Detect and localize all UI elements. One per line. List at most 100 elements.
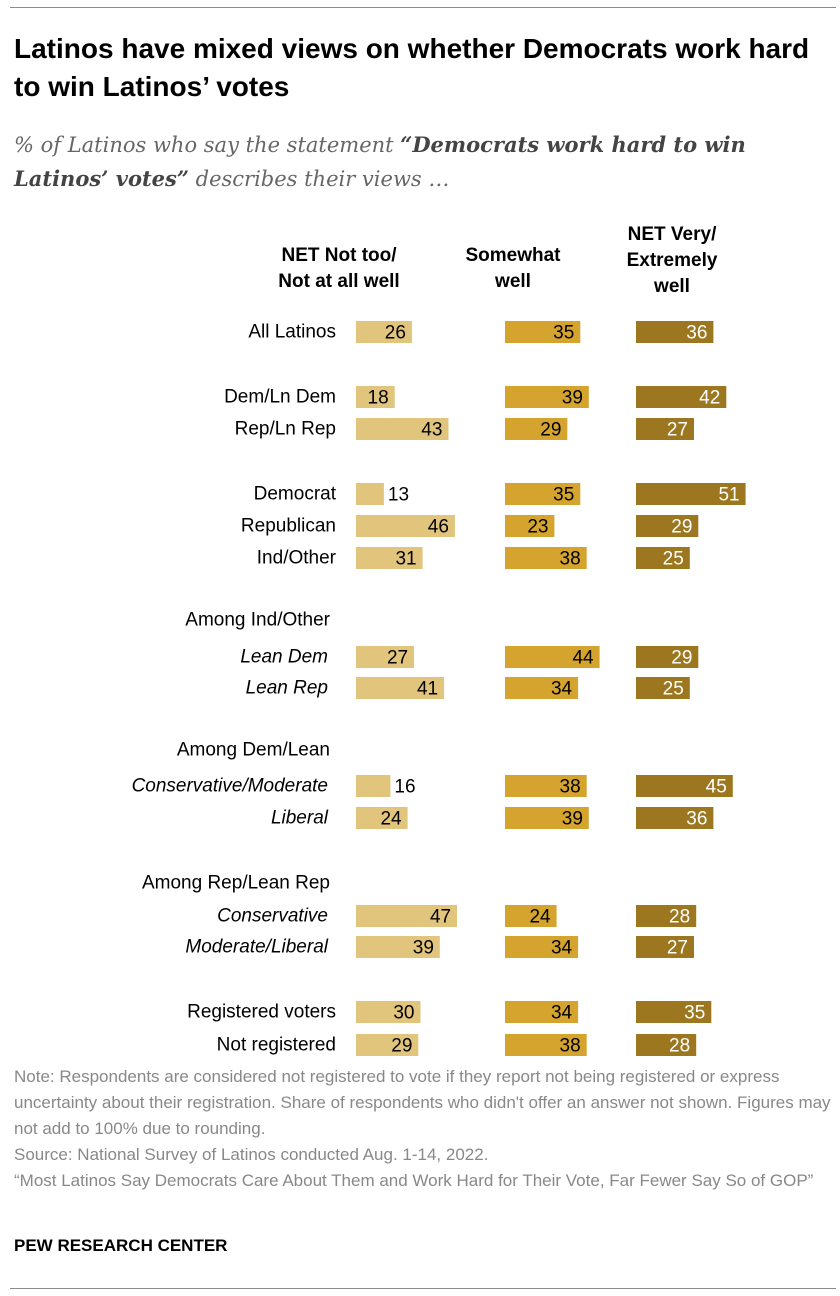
column-header: Not at all well	[278, 271, 399, 292]
subtitle-statement: “Democrats work hard to win Latinos’ vot…	[14, 132, 746, 191]
bar	[505, 547, 587, 569]
bar	[356, 321, 412, 343]
bar	[356, 418, 449, 440]
bar-value-label: 29	[671, 648, 692, 669]
group-header: Among Dem/Lean	[177, 740, 330, 761]
column-header: Somewhat	[465, 245, 561, 266]
bar-value-label: 29	[671, 517, 692, 538]
bar-value-label: 47	[430, 907, 451, 928]
chart-subtitle: % of Latinos who say the statement “Demo…	[14, 128, 814, 196]
bar-value-label: 16	[394, 777, 415, 798]
source-text: Source: National Survey of Latinos condu…	[14, 1145, 489, 1164]
bar-chart: NET Not too/Not at all well Somewhat well N…	[132, 224, 746, 1057]
bar	[636, 677, 690, 699]
bar-value-label: 26	[385, 323, 406, 344]
bar-value-label: 36	[686, 323, 707, 344]
row-label: Ind/Other	[257, 548, 337, 569]
bar	[636, 418, 694, 440]
bar-value-label: 35	[684, 1003, 705, 1024]
bar-value-label: 46	[428, 517, 449, 538]
bar-value-label: 35	[553, 323, 574, 344]
footnotes: Note: Respondents are considered not reg…	[14, 1064, 834, 1194]
bar-value-label: 30	[393, 1003, 414, 1024]
column-header: Extremely	[627, 250, 718, 271]
bar-value-label: 41	[417, 679, 438, 700]
bar	[636, 515, 699, 537]
bar	[636, 547, 690, 569]
bar-value-label: 27	[667, 420, 688, 441]
bar-value-label: 35	[553, 485, 574, 506]
row-label: Dem/Ln Dem	[224, 387, 336, 408]
row-label: All Latinos	[248, 322, 336, 343]
bar	[505, 775, 587, 797]
bar	[505, 386, 589, 408]
bottom-rule	[10, 1288, 836, 1289]
bar	[636, 646, 699, 668]
bar-value-label: 51	[718, 485, 739, 506]
row-label: Liberal	[271, 808, 329, 829]
top-rule	[10, 7, 836, 8]
column-header: NET Not too/	[281, 245, 397, 266]
bar-value-label: 29	[391, 1036, 412, 1057]
bar	[356, 515, 455, 537]
subtitle-suffix: describes their views …	[188, 167, 450, 191]
bar-value-label: 39	[413, 938, 434, 959]
bar	[356, 807, 408, 829]
bar	[356, 386, 395, 408]
bar	[505, 483, 581, 505]
row-label: Lean Rep	[246, 678, 328, 699]
bar	[636, 1034, 697, 1056]
bar-value-label: 38	[560, 549, 581, 570]
bar-value-label: 24	[529, 907, 551, 928]
bar-value-label: 38	[560, 777, 581, 798]
bar	[636, 321, 714, 343]
bar-value-label: 45	[706, 777, 727, 798]
bar	[356, 775, 391, 797]
bar	[505, 677, 579, 699]
bar	[636, 905, 697, 927]
bar	[636, 775, 733, 797]
bar-value-label: 42	[699, 388, 720, 409]
column-header: well	[653, 276, 690, 297]
bar	[505, 1034, 587, 1056]
row-label: Not registered	[217, 1035, 336, 1056]
bar-value-label: 39	[562, 809, 583, 830]
bar	[356, 677, 445, 699]
bar	[636, 936, 694, 958]
bar	[356, 646, 414, 668]
bar	[505, 807, 589, 829]
bar-value-label: 25	[663, 549, 684, 570]
note-text: Note: Respondents are considered not reg…	[14, 1067, 831, 1138]
bar	[505, 905, 557, 927]
row-label: Moderate/Liberal	[185, 937, 328, 958]
bar	[636, 1001, 712, 1023]
row-label: Conservative	[217, 906, 328, 927]
brand-label: PEW RESEARCH CENTER	[14, 1236, 228, 1255]
bar-value-label: 25	[663, 679, 684, 700]
group-header: Among Rep/Lean Rep	[142, 873, 330, 894]
row-label: Lean Dem	[240, 647, 328, 668]
bar-value-label: 31	[395, 549, 416, 570]
column-header: well	[494, 271, 531, 292]
bar	[505, 321, 581, 343]
bar-value-label: 44	[572, 648, 594, 669]
bar-value-label: 29	[540, 420, 561, 441]
bar	[505, 1001, 579, 1023]
bar-value-label: 34	[551, 1003, 573, 1024]
bar	[505, 418, 568, 440]
row-label: Conservative/Moderate	[132, 776, 328, 797]
bar	[356, 1034, 419, 1056]
row-label: Democrat	[254, 484, 337, 505]
bar-value-label: 43	[421, 420, 442, 441]
bar-value-label: 23	[527, 517, 548, 538]
row-label: Registered voters	[187, 1002, 336, 1023]
bar-value-label: 27	[667, 938, 688, 959]
bar	[356, 936, 440, 958]
bar-value-label: 18	[368, 388, 389, 409]
bar	[356, 905, 457, 927]
bar	[356, 547, 423, 569]
bar-value-label: 39	[562, 388, 583, 409]
row-label: Rep/Ln Rep	[235, 419, 336, 440]
bar	[636, 807, 714, 829]
bar	[505, 646, 600, 668]
